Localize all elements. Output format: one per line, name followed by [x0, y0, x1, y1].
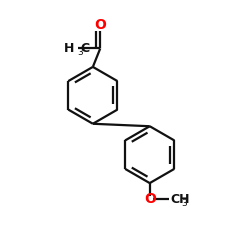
- Text: H: H: [64, 42, 74, 55]
- Text: CH: CH: [171, 193, 190, 206]
- Text: O: O: [144, 192, 156, 206]
- Text: O: O: [94, 18, 106, 32]
- Text: 3: 3: [181, 198, 187, 207]
- Text: 3: 3: [77, 48, 82, 57]
- Text: C: C: [80, 42, 90, 55]
